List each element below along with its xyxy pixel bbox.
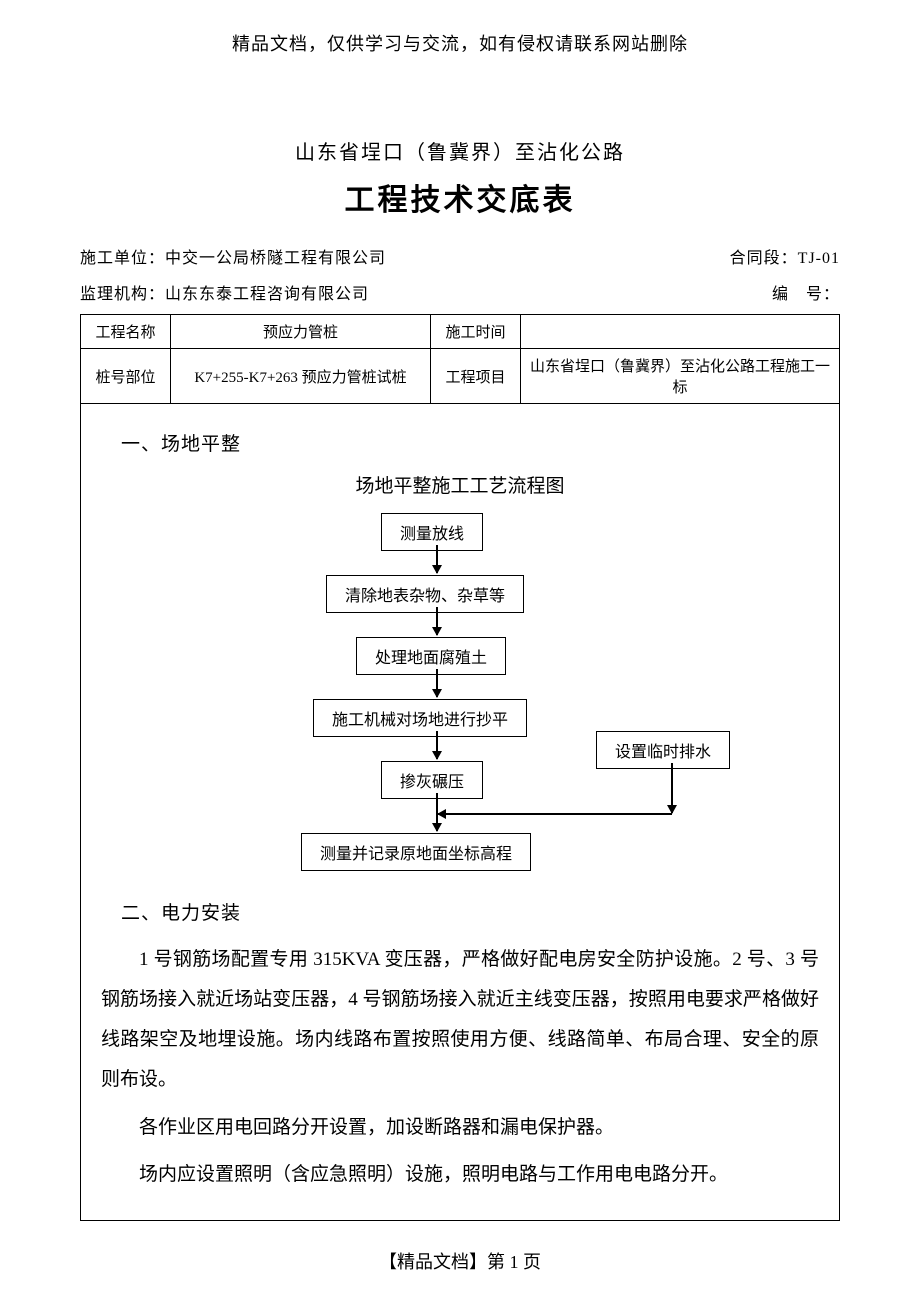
flow-node-5: 掺灰碾压 bbox=[381, 761, 483, 799]
flow-arrow-h bbox=[438, 813, 672, 815]
contract-value: TJ-01 bbox=[798, 250, 840, 267]
flowchart: 测量放线 清除地表杂物、杂草等 处理地面腐殖土 施工机械对场地进行抄平 掺灰碾压… bbox=[101, 513, 819, 913]
content-box: 一、场地平整 场地平整施工工艺流程图 测量放线 清除地表杂物、杂草等 处理地面腐… bbox=[80, 404, 840, 1221]
flow-node-6: 设置临时排水 bbox=[596, 731, 730, 769]
flow-arrow bbox=[436, 607, 438, 635]
flow-line-v bbox=[671, 763, 673, 813]
main-content: 山东省埕口（鲁冀界）至沾化公路 工程技术交底表 施工单位：中交一公局桥隧工程有限… bbox=[0, 136, 920, 1221]
flowchart-title: 场地平整施工工艺流程图 bbox=[101, 471, 819, 498]
subtitle: 山东省埕口（鲁冀界）至沾化公路 bbox=[80, 136, 840, 165]
supervisor-label: 监理机构： bbox=[80, 286, 165, 303]
flow-node-1: 测量放线 bbox=[381, 513, 483, 551]
contract-section: 合同段：TJ-01 bbox=[730, 244, 840, 268]
flow-node-3: 处理地面腐殖土 bbox=[356, 637, 506, 675]
serial-number-label: 编 号： bbox=[772, 280, 840, 304]
contract-label: 合同段： bbox=[730, 250, 798, 267]
body-paragraph-1: 1 号钢筋场配置专用 315KVA 变压器，严格做好配电房安全防护设施。2 号、… bbox=[101, 940, 819, 1100]
cell-pile-label: 桩号部位 bbox=[81, 349, 171, 404]
cell-time-value bbox=[521, 315, 840, 349]
body-paragraph-3: 场内应设置照明（含应急照明）设施，照明电路与工作用电电路分开。 bbox=[101, 1155, 819, 1195]
construction-unit-label: 施工单位： bbox=[80, 250, 165, 267]
body-paragraph-2: 各作业区用电回路分开设置，加设断路器和漏电保护器。 bbox=[101, 1108, 819, 1148]
cell-time-label: 施工时间 bbox=[431, 315, 521, 349]
cell-project-name-label: 工程名称 bbox=[81, 315, 171, 349]
header-notice: 精品文档，仅供学习与交流，如有侵权请联系网站删除 bbox=[0, 0, 920, 56]
cell-item-label: 工程项目 bbox=[431, 349, 521, 404]
meta-row-1: 施工单位：中交一公局桥隧工程有限公司 合同段：TJ-01 bbox=[80, 244, 840, 268]
construction-unit-value: 中交一公局桥隧工程有限公司 bbox=[165, 250, 386, 267]
page-footer: 【精品文档】第 1 页 bbox=[0, 1248, 920, 1274]
construction-unit: 施工单位：中交一公局桥隧工程有限公司 bbox=[80, 244, 386, 268]
cell-project-name-value: 预应力管桩 bbox=[171, 315, 431, 349]
flow-node-4: 施工机械对场地进行抄平 bbox=[313, 699, 527, 737]
info-table: 工程名称 预应力管桩 施工时间 桩号部位 K7+255-K7+263 预应力管桩… bbox=[80, 314, 840, 404]
flow-node-7: 测量并记录原地面坐标高程 bbox=[301, 833, 531, 871]
table-row: 桩号部位 K7+255-K7+263 预应力管桩试桩 工程项目 山东省埕口（鲁冀… bbox=[81, 349, 840, 404]
table-row: 工程名称 预应力管桩 施工时间 bbox=[81, 315, 840, 349]
flow-arrow bbox=[436, 545, 438, 573]
cell-pile-value: K7+255-K7+263 预应力管桩试桩 bbox=[171, 349, 431, 404]
flow-node-2: 清除地表杂物、杂草等 bbox=[326, 575, 524, 613]
meta-row-2: 监理机构：山东东泰工程咨询有限公司 编 号： bbox=[80, 280, 840, 304]
supervisor-value: 山东东泰工程咨询有限公司 bbox=[165, 286, 369, 303]
section-1-heading: 一、场地平整 bbox=[121, 429, 819, 456]
supervisor: 监理机构：山东东泰工程咨询有限公司 bbox=[80, 280, 369, 304]
cell-item-value: 山东省埕口（鲁冀界）至沾化公路工程施工一标 bbox=[521, 349, 840, 404]
flow-arrow bbox=[436, 731, 438, 759]
flow-arrow bbox=[436, 669, 438, 697]
main-title: 工程技术交底表 bbox=[80, 175, 840, 219]
